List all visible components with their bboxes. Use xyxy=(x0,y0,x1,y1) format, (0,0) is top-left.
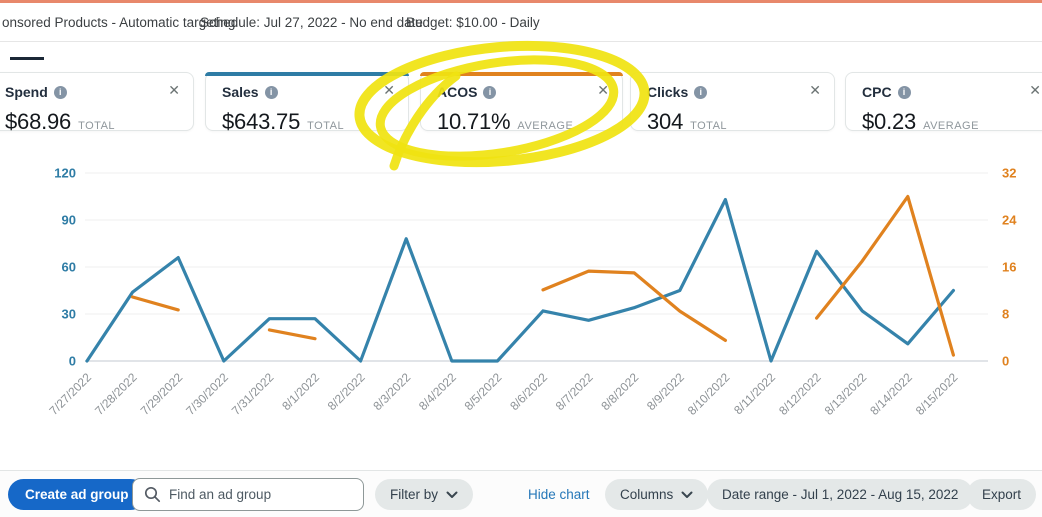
ad-group-toolbar: Create ad group Filter by Hide chart Col… xyxy=(0,470,1042,517)
gridlines xyxy=(85,172,988,362)
metric-value: $68.96 xyxy=(5,109,72,134)
svg-text:0: 0 xyxy=(69,354,76,369)
svg-text:8: 8 xyxy=(1002,307,1009,322)
metric-card-clicks[interactable]: Clicks i ✕ 304 TOTAL xyxy=(630,72,835,134)
svg-text:8/6/2022: 8/6/2022 xyxy=(507,370,550,413)
svg-text:7/31/2022: 7/31/2022 xyxy=(229,370,277,418)
svg-text:8/10/2022: 8/10/2022 xyxy=(685,370,733,418)
campaign-schedule: Schedule: Jul 27, 2022 - No end date xyxy=(200,15,423,30)
hide-chart-link[interactable]: Hide chart xyxy=(528,487,590,502)
metric-card-sales[interactable]: Sales i ✕ $643.75 TOTAL xyxy=(205,72,409,134)
svg-text:8/13/2022: 8/13/2022 xyxy=(822,370,870,418)
search-input[interactable] xyxy=(132,478,364,511)
campaign-budget: Budget: $10.00 - Daily xyxy=(406,15,540,30)
svg-text:7/28/2022: 7/28/2022 xyxy=(92,370,140,418)
series-lines xyxy=(85,194,955,363)
metric-title: Clicks xyxy=(647,84,689,100)
metric-card-acos[interactable]: ACOS i ✕ 10.71% AVERAGE xyxy=(420,72,623,134)
metric-card-spend[interactable]: Spend i ✕ $68.96 TOTAL xyxy=(0,72,194,134)
create-ad-group-button[interactable]: Create ad group xyxy=(8,479,146,510)
metric-value: 304 xyxy=(647,109,684,134)
close-icon[interactable]: ✕ xyxy=(1029,82,1041,98)
info-icon[interactable]: i xyxy=(694,86,708,99)
svg-text:8/5/2022: 8/5/2022 xyxy=(462,370,505,413)
columns-button[interactable]: Columns xyxy=(605,479,709,510)
filter-by-button[interactable]: Filter by xyxy=(375,479,474,510)
svg-text:90: 90 xyxy=(62,213,76,228)
svg-text:7/27/2022: 7/27/2022 xyxy=(46,370,94,418)
metric-title: CPC xyxy=(862,84,892,100)
sales-accent-bar xyxy=(205,72,409,76)
metric-title: ACOS xyxy=(437,84,478,100)
close-icon[interactable]: ✕ xyxy=(809,82,821,98)
svg-text:8/8/2022: 8/8/2022 xyxy=(598,370,641,413)
close-icon[interactable]: ✕ xyxy=(168,82,180,98)
svg-text:8/2/2022: 8/2/2022 xyxy=(325,370,368,413)
svg-text:8/3/2022: 8/3/2022 xyxy=(370,370,413,413)
export-label: Export xyxy=(982,487,1022,502)
metric-unit: TOTAL xyxy=(307,120,345,132)
metric-unit: AVERAGE xyxy=(517,120,574,132)
metric-value: $0.23 xyxy=(862,109,917,134)
svg-text:7/29/2022: 7/29/2022 xyxy=(138,370,186,418)
svg-text:32: 32 xyxy=(1002,166,1016,181)
ad-group-search xyxy=(132,478,364,511)
svg-text:8/9/2022: 8/9/2022 xyxy=(644,370,687,413)
close-icon[interactable]: ✕ xyxy=(383,82,395,98)
search-icon xyxy=(144,486,161,503)
metric-unit: TOTAL xyxy=(78,120,116,132)
svg-text:7/30/2022: 7/30/2022 xyxy=(183,370,231,418)
metrics-line-chart: 0 0 30 8 60 16 90 24 120 32 7/27/20227/28/20227/29… xyxy=(46,166,1017,418)
svg-text:16: 16 xyxy=(1002,260,1016,275)
svg-text:8/11/2022: 8/11/2022 xyxy=(731,370,778,417)
svg-text:60: 60 xyxy=(62,260,76,275)
chevron-down-icon xyxy=(446,491,458,498)
metric-value: $643.75 xyxy=(222,109,301,134)
metric-card-cpc[interactable]: CPC i ✕ $0.23 AVERAGE xyxy=(845,72,1042,134)
svg-text:120: 120 xyxy=(54,166,76,181)
series-sales xyxy=(85,198,955,363)
chevron-down-icon xyxy=(681,491,693,498)
date-range-button[interactable]: Date range - Jul 1, 2022 - Aug 15, 2022 xyxy=(707,479,974,510)
info-icon[interactable]: i xyxy=(897,86,911,99)
columns-label: Columns xyxy=(620,487,674,502)
date-range-label: Date range - Jul 1, 2022 - Aug 15, 2022 xyxy=(722,487,959,502)
close-icon[interactable]: ✕ xyxy=(597,82,609,98)
svg-text:0: 0 xyxy=(1002,354,1009,369)
info-icon[interactable]: i xyxy=(264,86,278,99)
metric-unit: TOTAL xyxy=(690,120,728,132)
svg-text:8/7/2022: 8/7/2022 xyxy=(553,370,596,413)
svg-text:8/12/2022: 8/12/2022 xyxy=(776,370,824,418)
svg-text:8/1/2022: 8/1/2022 xyxy=(279,370,322,413)
campaign-name: onsored Products - Automatic targeting xyxy=(2,15,236,30)
svg-text:24: 24 xyxy=(1002,213,1017,228)
svg-text:30: 30 xyxy=(62,307,76,322)
metric-title: Sales xyxy=(222,84,259,100)
top-accent-strip xyxy=(0,0,1042,3)
metric-value: 10.71% xyxy=(437,109,511,134)
campaign-header: onsored Products - Automatic targeting S… xyxy=(0,3,1042,42)
info-icon[interactable]: i xyxy=(483,86,497,99)
metric-unit: AVERAGE xyxy=(923,120,979,132)
info-icon[interactable]: i xyxy=(53,86,67,99)
metric-title: Spend xyxy=(5,84,48,100)
svg-text:8/14/2022: 8/14/2022 xyxy=(867,370,915,418)
series-acos xyxy=(131,194,955,357)
svg-text:8/15/2022: 8/15/2022 xyxy=(913,370,961,418)
acos-accent-bar xyxy=(420,72,623,76)
cropped-artifact-line xyxy=(10,57,44,60)
export-button[interactable]: Export xyxy=(967,479,1037,510)
filter-by-label: Filter by xyxy=(390,487,439,502)
svg-text:8/4/2022: 8/4/2022 xyxy=(416,370,459,413)
